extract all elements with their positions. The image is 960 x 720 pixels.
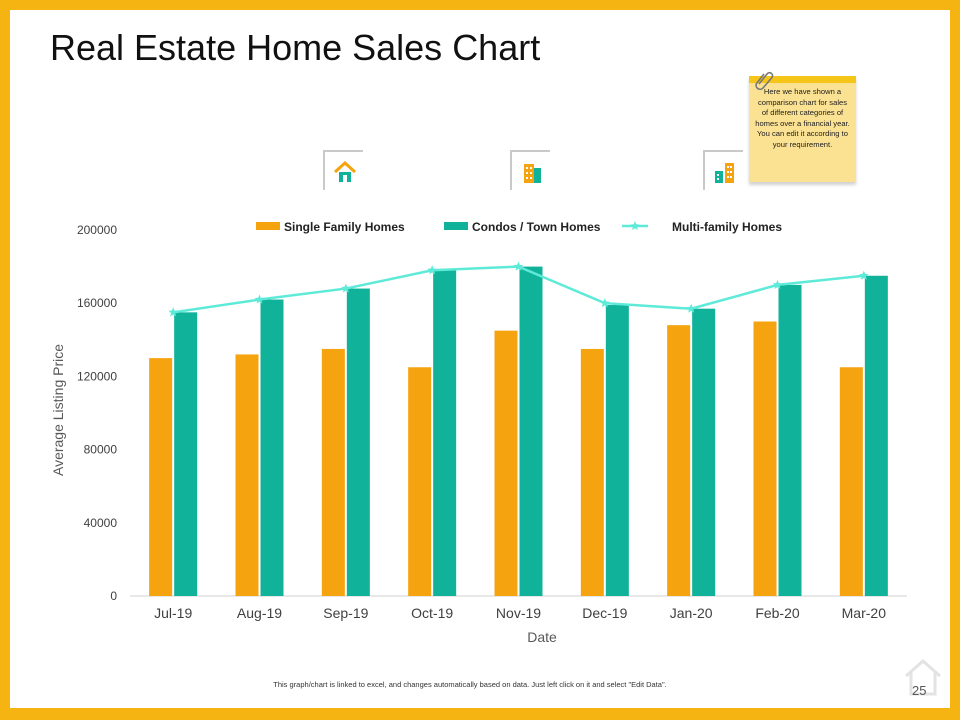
x-axis-label: Date [527, 629, 557, 645]
footnote: This graph/chart is linked to excel, and… [273, 680, 667, 689]
legend-label: Multi-family Homes [672, 220, 782, 234]
x-tick-label: Oct-19 [411, 605, 453, 621]
point-multi-family [600, 298, 610, 308]
point-multi-family [772, 279, 783, 289]
sticky-note[interactable]: Here we have shown a comparison chart fo… [749, 76, 856, 182]
bar-condo-town-home [433, 270, 457, 596]
condo-icon-box [510, 150, 550, 190]
y-tick-label: 80000 [84, 443, 118, 457]
y-tick-label: 120000 [77, 369, 117, 383]
bar-condo-town-home [692, 308, 716, 596]
bar-single-family [408, 367, 432, 596]
point-multi-family [254, 294, 265, 304]
y-tick-label: 160000 [77, 296, 117, 310]
point-multi-family [427, 265, 437, 275]
legend-label: Single Family Homes [284, 220, 405, 234]
point-multi-family [341, 283, 351, 293]
bar-condo-town-home [864, 275, 888, 596]
paperclip-icon [755, 71, 774, 91]
x-tick-label: Nov-19 [496, 605, 541, 621]
x-tick-label: Dec-19 [582, 605, 627, 621]
x-tick-label: Aug-19 [237, 605, 282, 621]
bar-single-family [580, 348, 604, 596]
multi-family-buildings-icon [715, 163, 734, 183]
bar-single-family [494, 330, 518, 596]
legend-marker-multi-family [630, 221, 640, 230]
bar-single-family [839, 367, 863, 596]
point-multi-family [513, 261, 524, 271]
bar-single-family [667, 325, 691, 596]
bar-condo-town-home [260, 299, 284, 596]
y-tick-label: 200000 [77, 223, 117, 237]
x-tick-label: Jul-19 [154, 605, 192, 621]
legend-swatch-single-family [256, 222, 280, 230]
bar-condo-town-home [519, 266, 543, 596]
home-outline-icon[interactable] [900, 654, 946, 700]
x-tick-label: Feb-20 [755, 605, 800, 621]
bar-condo-town-home [174, 312, 198, 596]
x-tick-label: Sep-19 [323, 605, 368, 621]
y-tick-label: 0 [110, 589, 117, 603]
x-tick-label: Mar-20 [842, 605, 887, 621]
sticky-note-text: Here we have shown a comparison chart fo… [755, 87, 850, 149]
condo-building-icon [524, 164, 541, 183]
legend-label: Condos / Town Homes [472, 220, 601, 234]
single-family-icon-box [323, 150, 363, 190]
bar-condo-town-home [778, 284, 802, 596]
page-number: 25 [912, 683, 927, 698]
bar-condo-town-home [605, 305, 629, 596]
point-multi-family [859, 270, 869, 280]
multi-family-icon-box [703, 150, 743, 190]
house-icon [333, 160, 357, 182]
point-multi-family [168, 307, 178, 317]
y-tick-label: 40000 [84, 516, 118, 530]
bar-single-family [753, 321, 777, 596]
bar-single-family [235, 354, 259, 596]
sticky-note-band [749, 76, 856, 83]
legend-swatch-condo [444, 222, 468, 230]
bar-single-family [149, 358, 173, 596]
x-tick-label: Jan-20 [670, 605, 713, 621]
page-title: Real Estate Home Sales Chart [50, 27, 541, 68]
bar-single-family [321, 348, 345, 596]
point-multi-family [686, 303, 696, 313]
bar-condo-town-home [346, 288, 370, 596]
y-axis-label: Average Listing Price [50, 344, 66, 476]
